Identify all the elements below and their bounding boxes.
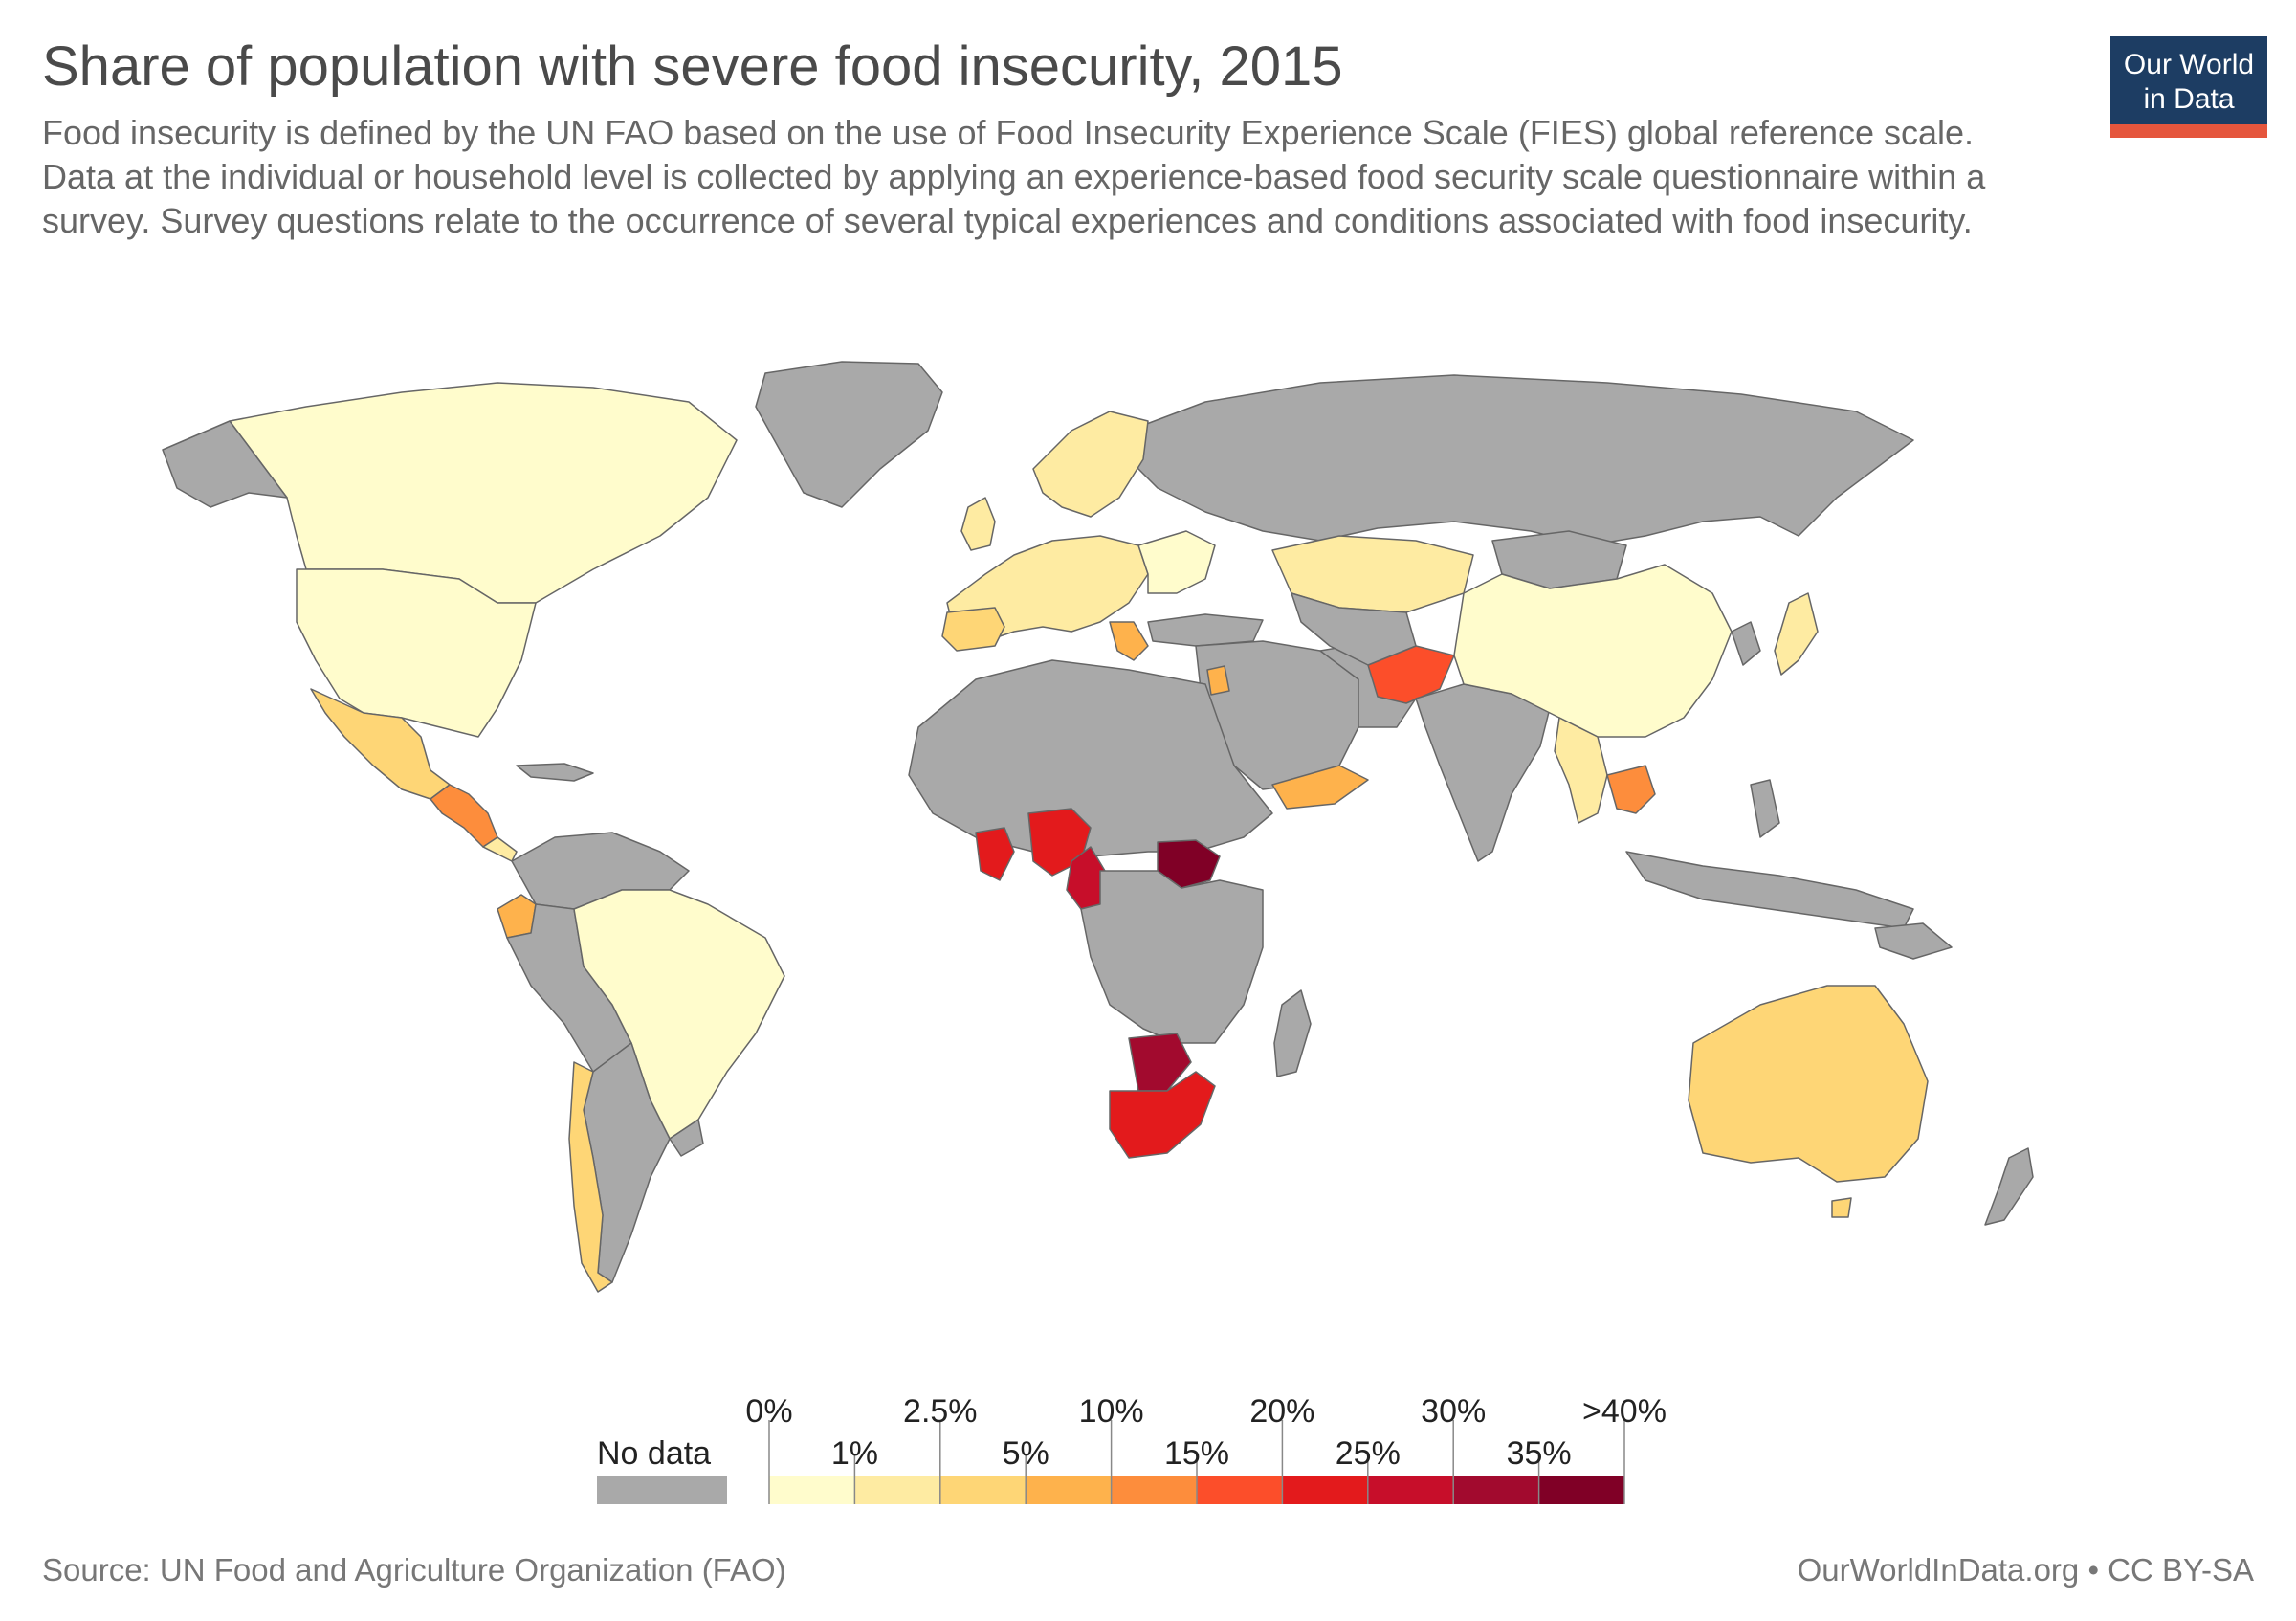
map-legend <box>768 1420 1625 1504</box>
new-zealand[interactable] <box>1984 1147 2034 1226</box>
botswana[interactable] <box>1128 1033 1192 1092</box>
legend-bin-8[interactable] <box>1453 1476 1539 1504</box>
legend-bin-1[interactable] <box>854 1476 940 1504</box>
owid-logo[interactable]: Our World in Data <box>2110 36 2267 138</box>
brazil[interactable] <box>573 889 785 1140</box>
canada[interactable] <box>229 382 738 604</box>
logo-accent-bar <box>2110 124 2267 138</box>
chart-title: Share of population with severe food ins… <box>42 35 1343 98</box>
australia[interactable] <box>1688 985 1929 1183</box>
legend-bin-2[interactable] <box>939 1476 1027 1504</box>
uruguay[interactable] <box>669 1119 704 1157</box>
central-africa[interactable] <box>1080 870 1264 1044</box>
united-states[interactable] <box>296 568 537 738</box>
credit-note[interactable]: OurWorldInData.org • CC BY-SA <box>1797 1552 2254 1588</box>
legend-no-data-swatch <box>597 1476 727 1504</box>
eastern-europe[interactable] <box>1137 530 1216 594</box>
legend-tick-label-upper: 30% <box>1421 1393 1487 1430</box>
panama[interactable] <box>482 836 518 862</box>
central-asia[interactable] <box>1291 592 1417 666</box>
source-note[interactable]: Source: UN Food and Agriculture Organiza… <box>42 1552 786 1588</box>
legend-bin-0[interactable] <box>769 1476 855 1504</box>
turkey[interactable] <box>1147 613 1264 647</box>
japan[interactable] <box>1774 592 1819 676</box>
legend-tick-label-upper: 20% <box>1249 1393 1315 1430</box>
indonesia[interactable] <box>1625 851 1914 929</box>
world-map <box>162 361 2034 1293</box>
legend-bin-4[interactable] <box>1111 1476 1197 1504</box>
myanmar-thailand[interactable] <box>1554 717 1608 824</box>
logo-line-2: in Data <box>2143 83 2235 115</box>
china[interactable] <box>1453 564 1733 738</box>
uk[interactable] <box>960 497 996 551</box>
legend-bin-7[interactable] <box>1367 1476 1454 1504</box>
russia[interactable] <box>1128 374 1914 546</box>
chart-subtitle: Food insecurity is defined by the UN FAO… <box>42 113 1986 240</box>
papua-new-guinea[interactable] <box>1874 922 1953 960</box>
legend-tick-label-upper: 0% <box>745 1393 793 1430</box>
legend-tick-label-lower: 25% <box>1335 1435 1401 1472</box>
legend-bin-3[interactable] <box>1026 1476 1112 1504</box>
greece-balkans[interactable] <box>1109 621 1149 661</box>
india[interactable] <box>1415 683 1551 862</box>
legend-bin-6[interactable] <box>1282 1476 1368 1504</box>
legend-tick-label-upper: 10% <box>1078 1393 1144 1430</box>
central-america[interactable] <box>430 784 498 848</box>
philippines[interactable] <box>1750 779 1780 838</box>
legend-tick-label-lower: 35% <box>1506 1435 1572 1472</box>
chile[interactable] <box>568 1061 613 1293</box>
legend-tick-label-lower: 1% <box>830 1435 878 1472</box>
tasmania[interactable] <box>1831 1197 1852 1218</box>
logo-line-1: Our World <box>2123 49 2255 80</box>
legend-tick-label-upper: 2.5% <box>903 1393 978 1430</box>
legend-tick-label-lower: 5% <box>1002 1435 1049 1472</box>
caribbean[interactable] <box>516 763 594 782</box>
spain[interactable] <box>941 607 1005 652</box>
legend-tick-label-upper: >40% <box>1582 1393 1667 1430</box>
ecuador[interactable] <box>497 894 537 939</box>
scandinavia[interactable] <box>1032 411 1149 518</box>
north-africa[interactable] <box>908 659 1273 857</box>
yemen[interactable] <box>1271 765 1369 810</box>
legend-no-data-label: No data <box>597 1435 712 1472</box>
legend-tick-label-lower: 15% <box>1163 1435 1230 1472</box>
jordan[interactable] <box>1206 665 1230 696</box>
greenland[interactable] <box>755 361 943 508</box>
cambodia-vietnam[interactable] <box>1606 765 1656 814</box>
south-africa[interactable] <box>1109 1071 1216 1159</box>
alaska[interactable] <box>162 420 288 508</box>
legend-color-bins <box>768 1420 1625 1504</box>
korea[interactable] <box>1731 621 1761 666</box>
legend-bin-9[interactable] <box>1538 1476 1624 1504</box>
ghana[interactable] <box>975 827 1015 881</box>
legend-bin-5[interactable] <box>1197 1476 1283 1504</box>
madagascar[interactable] <box>1273 989 1312 1077</box>
